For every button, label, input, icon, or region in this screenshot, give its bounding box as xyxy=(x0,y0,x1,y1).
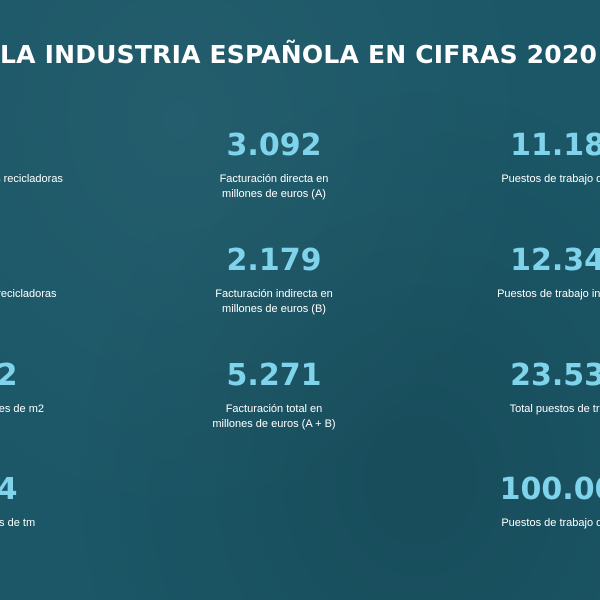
stat-value: 100.000 xyxy=(499,472,600,507)
stat-companies: Empresas recicladoras xyxy=(0,128,127,187)
stat-value: 11.186 xyxy=(510,128,600,163)
stat-label: Plantas recicladoras xyxy=(0,287,127,302)
stat-label-line: millones de euros (B) xyxy=(222,303,326,315)
stat-indirect-revenue: 2.179 Facturación indirecta en millones … xyxy=(154,243,394,317)
stat-label-line: Facturación total en xyxy=(225,403,323,415)
stat-plants: Plantas recicladoras xyxy=(0,243,127,302)
stat-label: Puestos de trabajo directos xyxy=(448,172,600,187)
stat-label: Facturación directa en millones de euros… xyxy=(154,172,394,202)
stat-label: Facturación total en millones de euros (… xyxy=(154,402,394,432)
stat-direct-revenue: 3.092 Facturación directa en millones de… xyxy=(154,128,394,202)
stat-label-line: Facturación directa en xyxy=(219,173,329,185)
stat-label: Puestos de trabajo indirectos xyxy=(448,287,600,302)
page-title: LA INDUSTRIA ESPAÑOLA EN CIFRAS 2020 xyxy=(0,40,598,69)
stat-direct-jobs: 11.186 Puestos de trabajo directos xyxy=(448,128,600,187)
stat-value: 12.345 xyxy=(510,243,600,278)
stat-label: Puestos de trabajo directos xyxy=(448,516,600,531)
stat-total-revenue: 5.271 Facturación total en millones de e… xyxy=(154,358,394,432)
stat-label-line: Plantas recicladoras xyxy=(0,288,57,300)
stat-value: 3.092 xyxy=(226,128,322,163)
stat-label: Millones de m2 xyxy=(0,402,127,417)
stat-label-line: Miles de tm xyxy=(0,517,36,529)
stat-label: Total puestos de trabajo xyxy=(448,402,600,417)
stat-label: Miles de tm xyxy=(0,516,127,531)
stat-value: 5.271 xyxy=(226,358,322,393)
stats-row-4: 4 Miles de tm 100.000 Puestos de trabajo… xyxy=(0,472,600,562)
stat-label: Empresas recicladoras xyxy=(0,172,127,187)
stats-row-2: Plantas recicladoras 2.179 Facturación i… xyxy=(0,243,600,333)
stat-value: 2.179 xyxy=(226,243,322,278)
stat-label-line: Puestos de trabajo directos xyxy=(501,173,600,185)
stat-label: Facturación indirecta en millones de eur… xyxy=(154,287,394,317)
stat-label-line: Millones de m2 xyxy=(0,403,44,415)
stat-tonnes: 4 Miles de tm xyxy=(0,472,127,531)
stat-label-line: Facturación indirecta en xyxy=(215,288,333,300)
stat-total-jobs: 23.531 Total puestos de trabajo xyxy=(448,358,600,417)
stat-area: 2 Millones de m2 xyxy=(0,358,127,417)
stat-value xyxy=(0,128,127,164)
stat-value: 23.531 xyxy=(510,358,600,393)
stats-row-1: Empresas recicladoras 3.092 Facturación … xyxy=(0,128,600,218)
stat-jobs-100k: 100.000 Puestos de trabajo directos xyxy=(448,472,600,531)
stat-label-line: Puestos de trabajo indirectos xyxy=(497,288,600,300)
stat-label-line: Total puestos de trabajo xyxy=(509,403,600,415)
stat-value: 2 xyxy=(0,358,18,393)
stat-label-line: Empresas recicladoras xyxy=(0,173,63,185)
stat-value xyxy=(0,243,127,279)
stats-row-3: 2 Millones de m2 5.271 Facturación total… xyxy=(0,358,600,448)
stat-value: 4 xyxy=(0,472,18,507)
stat-indirect-jobs: 12.345 Puestos de trabajo indirectos xyxy=(448,243,600,302)
stat-label-line: millones de euros (A + B) xyxy=(212,418,336,430)
stat-label-line: millones de euros (A) xyxy=(222,188,326,200)
stat-label-line: Puestos de trabajo directos xyxy=(501,517,600,529)
